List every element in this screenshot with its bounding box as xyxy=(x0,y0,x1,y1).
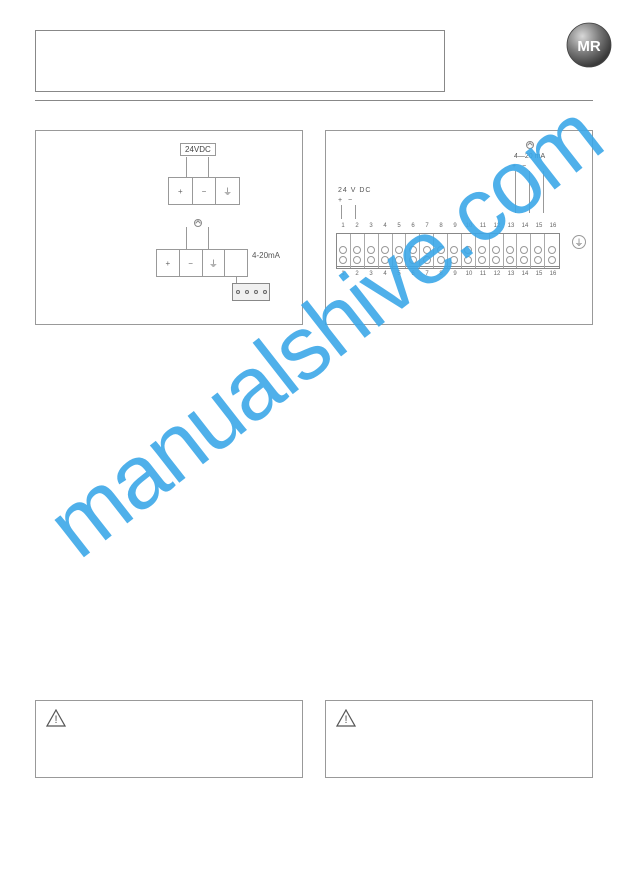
pin-plus: + xyxy=(178,187,183,196)
wire xyxy=(236,277,237,283)
wire xyxy=(341,205,342,219)
pin-dot xyxy=(254,290,258,294)
pin-minus: − xyxy=(202,187,207,196)
logo-text: MR xyxy=(577,38,600,55)
warning-icon: ! xyxy=(336,709,356,727)
wire xyxy=(186,157,187,177)
label-24vdc: 24VDC xyxy=(180,143,216,156)
label-420ma-r: 4—20 mA xyxy=(514,153,545,160)
ground-circle: ⏚ xyxy=(572,235,586,249)
connector-top: + − ⏚ xyxy=(168,177,240,205)
pin-dot xyxy=(245,290,249,294)
pin-minus: − xyxy=(522,163,526,170)
wire xyxy=(208,157,209,177)
note-box-right: ! xyxy=(325,700,593,778)
wire xyxy=(208,227,209,249)
bulb-icon xyxy=(526,141,534,149)
ground-icon: ⏚ xyxy=(223,185,232,198)
pin-plus: + xyxy=(512,163,516,170)
note-box-left: ! xyxy=(35,700,303,778)
pin-minus: − xyxy=(188,259,193,268)
wire xyxy=(529,171,530,213)
bulb-icon xyxy=(194,219,202,227)
warning-icon: ! xyxy=(46,709,66,727)
pin-dot xyxy=(263,290,267,294)
ground-icon: ⏚ xyxy=(574,236,583,249)
wire xyxy=(515,171,516,213)
wire xyxy=(355,205,356,219)
pin-minus: − xyxy=(348,197,352,204)
svg-text:!: ! xyxy=(54,714,57,726)
pin-numbers-top: 12345678910111213141516 xyxy=(336,223,560,229)
pin-dot xyxy=(236,290,240,294)
pin-plus: + xyxy=(338,197,342,204)
pin-plus: + xyxy=(166,259,171,268)
header-rule xyxy=(35,100,593,101)
svg-text:!: ! xyxy=(344,714,347,726)
ground-icon: ⏚ xyxy=(209,257,218,270)
figure-left-box: 24VDC + − ⏚ + − ⏚ 4-20mA xyxy=(35,130,303,325)
terminal-block-lower xyxy=(336,251,560,269)
pin-numbers-bottom: 12345678910111213141516 xyxy=(336,271,560,277)
header-placeholder xyxy=(35,30,445,92)
figure-right-box: 4—20 mA + − 24 V DC + − 1234567891011121… xyxy=(325,130,593,325)
label-420ma: 4-20mA xyxy=(252,251,280,260)
connector-mid: + − ⏚ xyxy=(156,249,248,277)
plug-connector xyxy=(232,283,270,301)
wire xyxy=(186,227,187,249)
pin-empty xyxy=(225,250,247,276)
brand-logo: MR xyxy=(566,22,612,68)
wire xyxy=(543,171,544,213)
label-24vdc-r: 24 V DC xyxy=(338,187,371,194)
